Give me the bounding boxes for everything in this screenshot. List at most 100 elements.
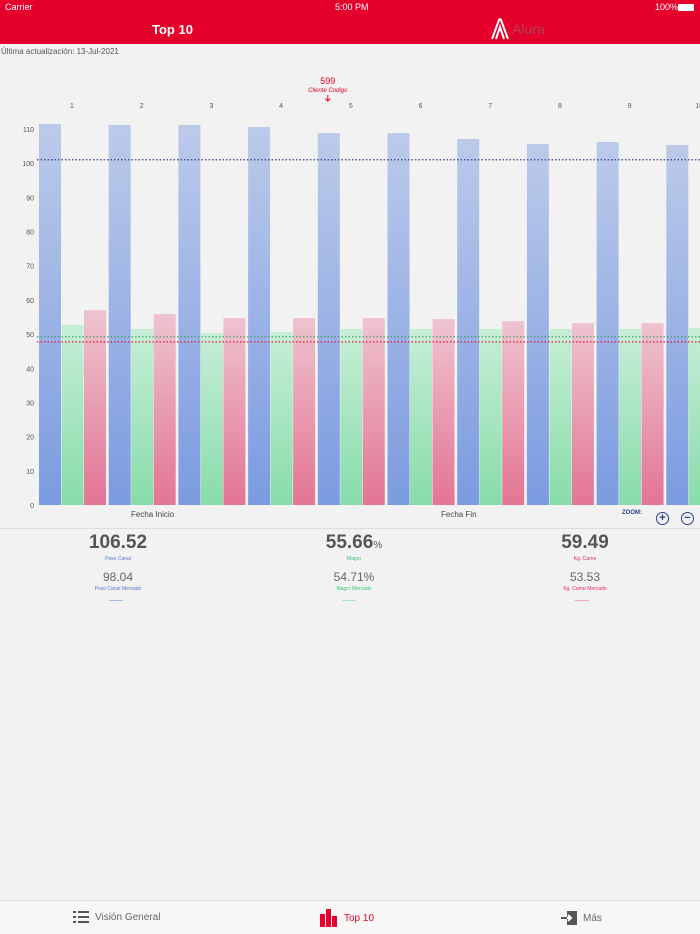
pink-bar <box>641 323 664 505</box>
green-bar <box>410 328 432 505</box>
green-bar <box>270 332 293 505</box>
zoom-in-button[interactable]: + <box>656 512 669 525</box>
logo-text: Alura <box>512 21 545 37</box>
y-tick-label: 60 <box>26 298 34 305</box>
peso-canal-legend-line <box>109 600 123 601</box>
green-bar <box>200 333 223 505</box>
blue-bar <box>317 133 340 506</box>
green-bar <box>619 328 642 505</box>
x-tick-label: 7 <box>488 103 492 110</box>
annotation-value: 599 <box>320 76 335 86</box>
tab-bar: Visión General Top 10 Más <box>0 900 700 934</box>
tab-label: Más <box>583 912 602 924</box>
magro-value: 55.66 <box>325 532 374 553</box>
x-label-end: Fecha Fin <box>441 510 477 519</box>
y-tick-label: 0 <box>30 503 34 510</box>
y-tick-label: 80 <box>26 230 34 237</box>
pink-bar <box>362 318 385 505</box>
magro-legend-line <box>342 600 356 601</box>
pink-bar <box>293 318 316 505</box>
blue-bar <box>666 145 689 505</box>
x-tick-label: 10 <box>695 103 700 110</box>
stat-kg-carne: 59.49 Kg. Carne 53.53 Kg. Carne Mercado <box>505 532 665 592</box>
bar-chart-icon <box>320 909 337 927</box>
carrier: Carrier <box>5 2 33 12</box>
blue-bar <box>387 133 410 506</box>
pink-bar <box>502 321 525 505</box>
y-tick-label: 70 <box>26 264 34 271</box>
x-tick-label: 2 <box>140 103 144 110</box>
blue-bar <box>108 124 131 506</box>
x-tick-label: 9 <box>628 103 632 110</box>
x-tick-label: 5 <box>349 103 353 110</box>
green-bar <box>479 328 502 505</box>
sign-in-icon <box>561 911 577 925</box>
tab-label: Visión General <box>95 911 161 923</box>
green-bar <box>688 327 700 505</box>
pink-bar <box>153 313 176 505</box>
divider <box>0 528 700 529</box>
blue-bar <box>248 126 271 505</box>
green-bar <box>340 328 363 505</box>
alura-logo-icon <box>491 18 509 40</box>
blue-bar <box>596 142 619 505</box>
peso-canal-label: Peso Canal <box>105 556 131 562</box>
tab-label: Top 10 <box>344 912 375 924</box>
logo: Alura <box>490 18 545 40</box>
header: Carrier 5:00 PM 100% Top 10 Alura <box>0 0 700 44</box>
blue-bar <box>178 124 201 506</box>
magro-label: Magro <box>346 556 362 562</box>
arrow-down-icon <box>324 95 331 102</box>
peso-canal-value: 106.52 <box>88 532 148 553</box>
last-update: Última actualización: 13-Jul-2021 <box>1 47 119 56</box>
blue-bar <box>39 123 61 505</box>
peso-canal-market-value: 98.04 <box>102 570 134 584</box>
y-tick-label: 50 <box>26 332 34 339</box>
y-tick-label: 30 <box>26 400 34 407</box>
y-tick-label: 100 <box>22 161 34 168</box>
zoom-out-button[interactable]: − <box>681 512 694 525</box>
battery-percent: 100% <box>655 2 679 12</box>
y-tick-label: 10 <box>26 469 34 476</box>
zoom-label: ZOOM: <box>622 510 642 516</box>
x-tick-label: 6 <box>419 103 423 110</box>
blue-bar <box>457 138 480 505</box>
peso-canal-market-label: Peso Canal Mercado <box>94 586 142 592</box>
kg-carne-market-label: Kg. Carne Mercado <box>563 586 607 592</box>
x-label-start: Fecha Inicio <box>131 510 175 519</box>
pink-bar <box>223 318 246 505</box>
y-tick-label: 40 <box>26 366 34 373</box>
tab-mas[interactable]: Más <box>561 911 602 925</box>
page-title: Top 10 <box>152 22 193 37</box>
stat-magro: 55.66% Magro 54.71% Magro Mercado <box>274 532 434 592</box>
battery-icon <box>678 4 694 11</box>
pink-bar <box>571 323 594 505</box>
y-tick-label: 90 <box>26 195 34 202</box>
y-tick-label: 20 <box>26 435 34 442</box>
magro-market-label: Magro Mercado <box>336 586 372 592</box>
tab-vision-general[interactable]: Visión General <box>73 911 160 923</box>
pink-bar <box>432 319 455 505</box>
kg-carne-market-value: 53.53 <box>569 570 601 584</box>
x-tick-label: 4 <box>279 103 283 110</box>
clock: 5:00 PM <box>335 2 369 12</box>
blue-bar <box>526 144 549 505</box>
annotation-label: Cliente Codigo <box>308 88 348 94</box>
magro-unit: % <box>373 540 383 551</box>
list-icon <box>73 911 89 923</box>
bar-chart[interactable]: 0 10 20 30 40 50 60 70 80 90 100 110 1 2 3 4 5 6 7 8 9 10 599 C… <box>0 60 700 525</box>
pink-bar <box>84 310 106 505</box>
x-tick-label: 3 <box>209 103 213 110</box>
x-tick-label: 8 <box>558 103 562 110</box>
green-bar <box>549 328 572 505</box>
x-tick-label: 1 <box>70 103 74 110</box>
y-tick-label: 110 <box>23 127 34 134</box>
kg-carne-legend-line <box>575 600 589 601</box>
green-bar <box>61 324 84 505</box>
kg-carne-value: 59.49 <box>561 532 609 553</box>
tab-top-10[interactable]: Top 10 <box>320 909 374 927</box>
stat-peso-canal: 106.52 Peso Canal 98.04 Peso Canal Merca… <box>38 532 198 592</box>
magro-market-value: 54.71% <box>333 570 375 584</box>
green-bar <box>131 328 154 505</box>
kg-carne-label: Kg. Carne <box>573 556 597 562</box>
